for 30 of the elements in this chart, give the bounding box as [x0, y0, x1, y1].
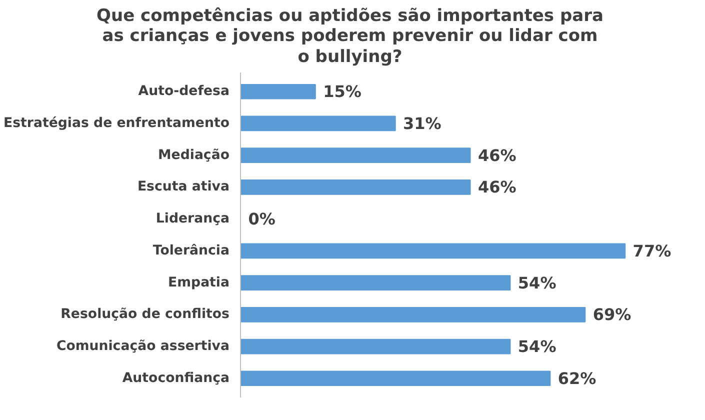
bar: [240, 148, 471, 164]
data-label: 77%: [632, 242, 672, 261]
y-tick-label: Escuta ativa: [137, 180, 230, 195]
bar: [240, 180, 471, 196]
data-label: 46%: [478, 178, 516, 197]
y-tick-label: Empatia: [168, 275, 230, 290]
bar: [240, 339, 511, 354]
bar: [240, 116, 396, 132]
data-label: 15%: [323, 82, 362, 102]
y-tick-label: Estratégias de enfrentamento: [3, 116, 230, 132]
bar: [240, 243, 626, 259]
data-label: 69%: [592, 305, 632, 324]
data-label: 62%: [558, 369, 596, 388]
y-tick-label: Mediação: [158, 148, 230, 164]
bar: [240, 275, 511, 291]
data-label: 31%: [403, 114, 442, 134]
bar: [240, 370, 551, 386]
y-tick-label: Resolução de conflitos: [60, 307, 230, 322]
y-tick-label: Comunicação assertiva: [56, 339, 230, 354]
y-tick-label: Tolerância: [152, 244, 230, 259]
y-tick-label: Auto-defesa: [138, 84, 230, 100]
data-label: 54%: [518, 337, 556, 356]
bar: [240, 84, 316, 100]
data-label: 54%: [518, 273, 556, 292]
y-tick-label: Autoconfiança: [122, 371, 230, 386]
data-label: 0%: [248, 210, 276, 229]
data-label: 46%: [478, 146, 516, 166]
bar: [240, 307, 586, 322]
y-tick-label: Liderança: [156, 212, 230, 227]
chart-title: Que competências ou aptidões são importantes para as crianças e jovens poderem prevenir ou lidar com o bullying?: [96, 6, 604, 68]
